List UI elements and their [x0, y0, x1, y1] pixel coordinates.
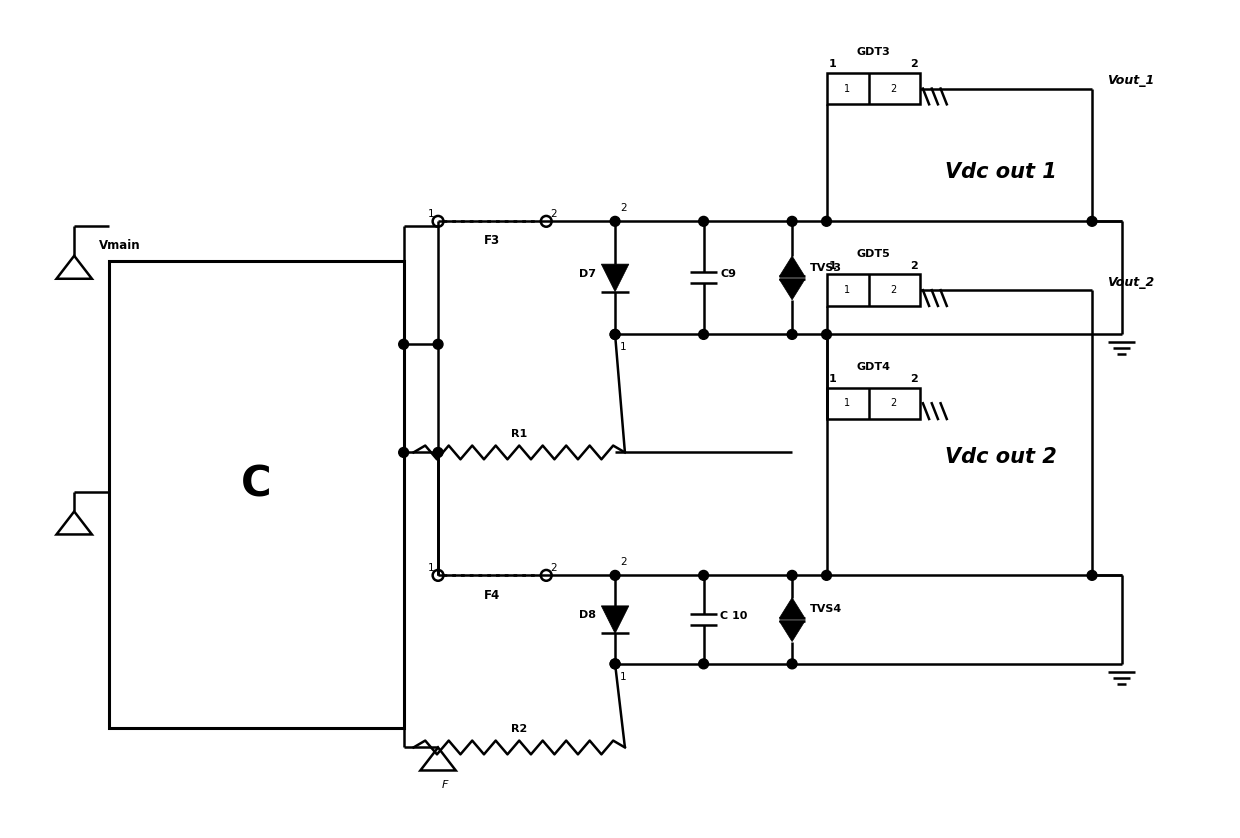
Text: 2: 2: [551, 563, 557, 573]
Bar: [109, 261, 404, 727]
Circle shape: [610, 659, 620, 669]
Text: 1: 1: [828, 59, 836, 69]
Text: Vdc out 2: Vdc out 2: [945, 447, 1056, 468]
Text: 2: 2: [551, 210, 557, 220]
Text: C: C: [241, 463, 272, 505]
Circle shape: [399, 339, 408, 349]
Circle shape: [698, 216, 708, 226]
Circle shape: [822, 216, 832, 226]
Circle shape: [610, 571, 620, 580]
Text: 2: 2: [890, 285, 897, 295]
Polygon shape: [779, 279, 805, 300]
Text: C9: C9: [720, 269, 737, 279]
Text: 2: 2: [620, 204, 626, 214]
Circle shape: [433, 339, 443, 349]
Circle shape: [698, 659, 708, 669]
Circle shape: [610, 216, 620, 226]
Text: F4: F4: [484, 588, 500, 602]
Text: Vout_1: Vout_1: [1107, 75, 1154, 87]
Text: GDT3: GDT3: [857, 47, 890, 57]
Circle shape: [787, 571, 797, 580]
Circle shape: [822, 571, 832, 580]
Text: 2: 2: [890, 84, 897, 94]
Circle shape: [433, 447, 443, 458]
Circle shape: [787, 329, 797, 339]
Text: 1: 1: [620, 342, 626, 352]
Text: TVS3: TVS3: [810, 262, 842, 272]
Circle shape: [399, 447, 408, 458]
Bar: [827, 387, 920, 419]
Circle shape: [1087, 571, 1097, 580]
Text: 1: 1: [844, 84, 851, 94]
Text: 2: 2: [910, 261, 918, 271]
Bar: [827, 274, 920, 306]
Text: F3: F3: [484, 235, 500, 247]
Polygon shape: [779, 621, 805, 642]
Text: 1: 1: [620, 672, 626, 682]
Circle shape: [698, 571, 708, 580]
Text: Vmain: Vmain: [99, 239, 140, 251]
Text: 1: 1: [428, 563, 434, 573]
Circle shape: [787, 216, 797, 226]
Text: D7: D7: [579, 269, 596, 279]
Bar: [827, 73, 920, 104]
Circle shape: [1087, 216, 1097, 226]
Circle shape: [698, 329, 708, 339]
Circle shape: [610, 659, 620, 669]
Text: F: F: [441, 780, 449, 790]
Text: 1: 1: [828, 261, 836, 271]
Text: Vdc out 1: Vdc out 1: [945, 163, 1056, 182]
Text: 2: 2: [910, 374, 918, 384]
Text: C 10: C 10: [720, 611, 748, 621]
Circle shape: [822, 329, 832, 339]
Text: 2: 2: [910, 59, 918, 69]
Text: 1: 1: [428, 210, 434, 220]
Circle shape: [610, 329, 620, 339]
Circle shape: [610, 329, 620, 339]
Text: R2: R2: [511, 724, 527, 734]
Text: 1: 1: [844, 285, 851, 295]
Text: GDT4: GDT4: [857, 362, 890, 372]
Text: D8: D8: [579, 611, 596, 620]
Polygon shape: [601, 264, 629, 292]
Polygon shape: [601, 606, 629, 634]
Text: 2: 2: [890, 398, 897, 408]
Circle shape: [787, 659, 797, 669]
Text: 2: 2: [620, 557, 626, 567]
Polygon shape: [779, 597, 805, 618]
Text: TVS4: TVS4: [810, 604, 842, 614]
Text: 1: 1: [828, 374, 836, 384]
Text: GDT5: GDT5: [857, 249, 890, 259]
Text: Vout_2: Vout_2: [1107, 276, 1154, 289]
Polygon shape: [779, 256, 805, 277]
Text: 1: 1: [844, 398, 851, 408]
Text: R1: R1: [511, 429, 527, 438]
